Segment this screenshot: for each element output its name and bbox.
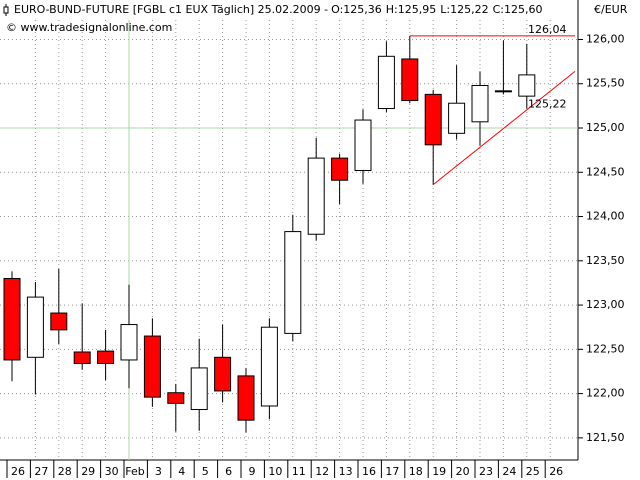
candle-body (331, 157, 349, 181)
candle-body (167, 392, 185, 404)
y-tick-label: 122,50 (586, 342, 625, 355)
x-tick-label: 9 (249, 465, 256, 478)
x-tick-label: 23 (479, 465, 493, 478)
candle-body (214, 356, 232, 392)
x-tick-label: 3 (155, 465, 162, 478)
header-value: C:125,60 (493, 3, 543, 16)
x-tick-label: 10 (268, 465, 282, 478)
candle-body (26, 296, 44, 358)
x-tick-label: 5 (202, 465, 209, 478)
candle-body (3, 278, 21, 361)
candle-body (307, 157, 325, 235)
y-tick-label: 124,00 (586, 210, 625, 223)
candle-body (190, 367, 208, 411)
candle-body (50, 312, 68, 331)
candle-body (284, 231, 302, 334)
candle-body (518, 74, 536, 97)
x-tick-label: 20 (456, 465, 470, 478)
x-tick-label: 25 (526, 465, 540, 478)
x-tick-label: 30 (105, 465, 119, 478)
x-tick-label: Feb (125, 465, 144, 478)
x-tick-label: 13 (339, 465, 353, 478)
candle-body (97, 350, 115, 365)
header-value: L:125,22 (440, 3, 488, 16)
candle-body (494, 90, 512, 93)
candle-body (448, 102, 466, 134)
y-tick-label: 126,00 (586, 32, 625, 45)
x-tick-label: 12 (315, 465, 329, 478)
y-tick-label: 124,50 (586, 165, 625, 178)
trend-label: 125,22 (528, 98, 567, 111)
x-tick-label: 11 (292, 465, 306, 478)
candle-body (354, 119, 372, 172)
candle-body (471, 85, 489, 123)
candle-body (424, 93, 442, 146)
title-icon (3, 6, 9, 14)
x-tick-label: 6 (225, 465, 232, 478)
x-tick-label: 17 (385, 465, 399, 478)
y-unit: €/EUR (594, 3, 628, 16)
header-value: O:125,36 (331, 3, 382, 16)
x-tick-label: 19 (432, 465, 446, 478)
y-tick-label: 121,50 (586, 431, 625, 444)
trend-line (432, 70, 576, 186)
x-tick-label: 18 (409, 465, 423, 478)
candle-body (401, 58, 419, 102)
x-tick-label: 28 (58, 465, 72, 478)
candle-body (143, 335, 161, 398)
x-tick-label: 29 (81, 465, 95, 478)
candle-body (377, 55, 395, 110)
x-tick-label: 4 (178, 465, 185, 478)
x-tick-label: 16 (362, 465, 376, 478)
x-tick-label: 27 (34, 465, 48, 478)
candle-body (120, 324, 138, 361)
x-tick-label: 26 (11, 465, 25, 478)
candle-body (260, 326, 278, 407)
x-tick-label: 24 (502, 465, 516, 478)
x-tick-label: 26 (549, 465, 563, 478)
y-tick-label: 125,50 (586, 77, 625, 90)
resistance-label: 126,04 (528, 23, 567, 36)
y-tick-label: 123,50 (586, 254, 625, 267)
y-tick-label: 125,00 (586, 121, 625, 134)
y-tick-label: 123,00 (586, 298, 625, 311)
candle-body (73, 351, 91, 365)
chart-title: EURO-BUND-FUTURE [FGBL c1 EUX Täglich] 2… (14, 3, 328, 16)
subtitle: © www.tradesignalonline.com (6, 21, 172, 34)
y-tick-label: 122,00 (586, 387, 625, 400)
candle-body (237, 375, 255, 421)
header-value: H:125,95 (386, 3, 436, 16)
